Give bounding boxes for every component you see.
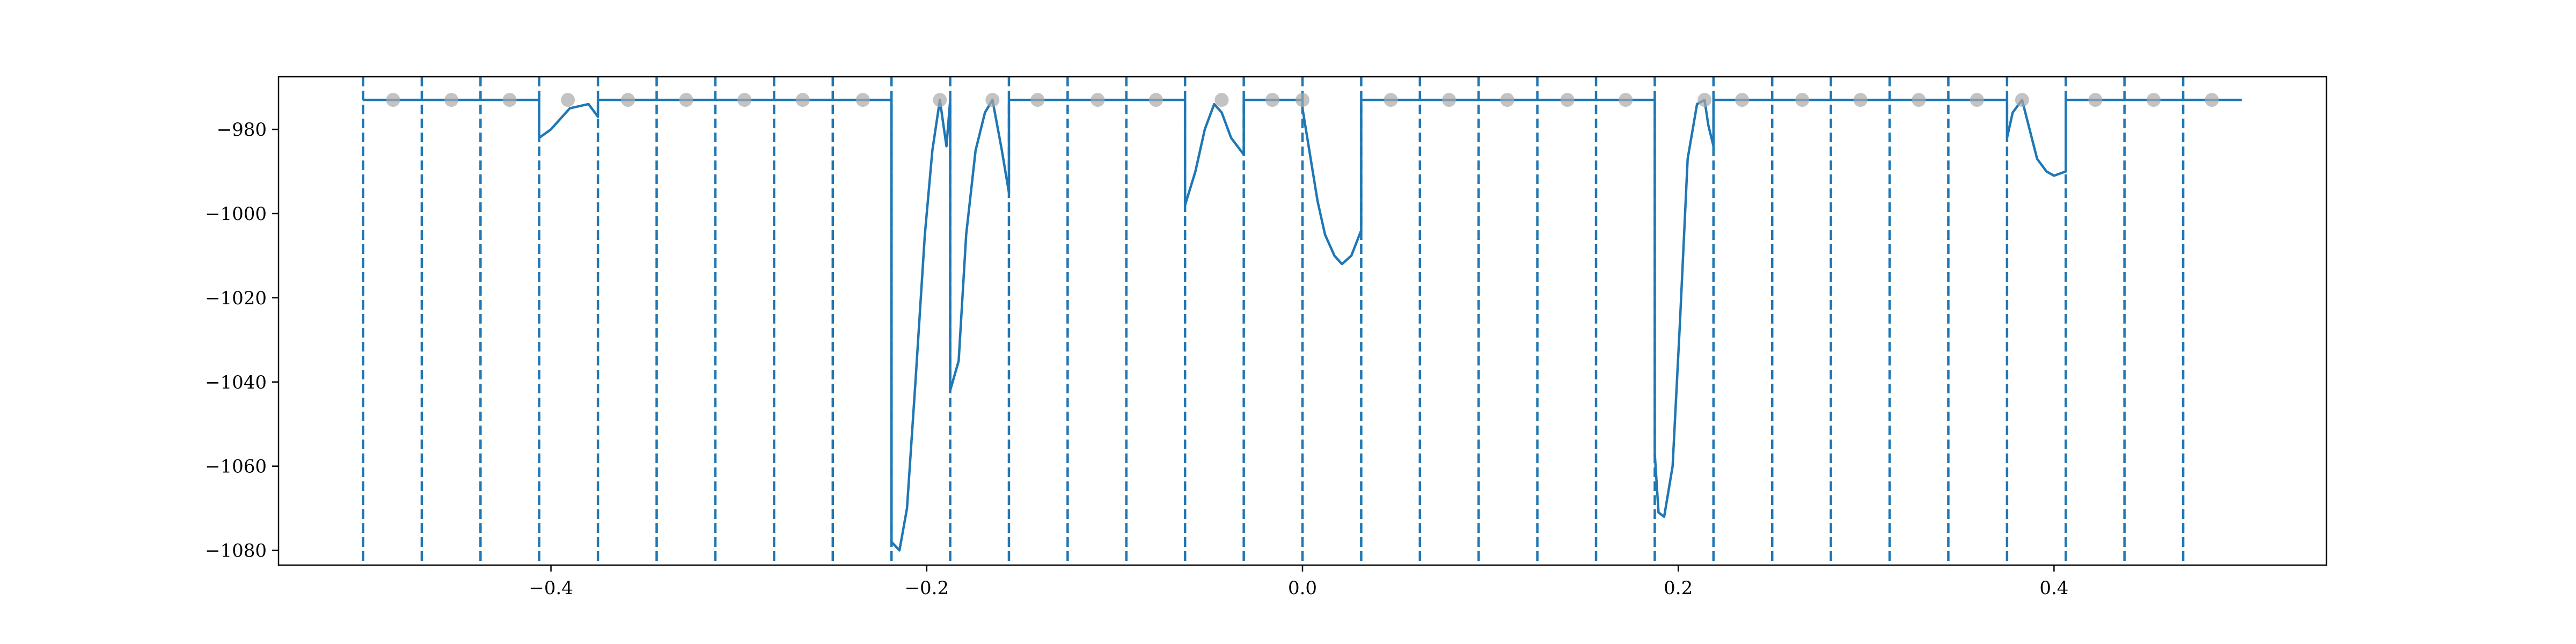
marker-point-1 xyxy=(444,93,459,107)
x-tick-label-1: −0.2 xyxy=(905,577,949,599)
marker-point-16 xyxy=(1296,93,1309,107)
marker-point-18 xyxy=(1442,93,1457,107)
marker-point-10 xyxy=(985,93,1000,107)
marker-point-29 xyxy=(2088,93,2103,107)
marker-point-21 xyxy=(1619,93,1633,107)
marker-point-15 xyxy=(1265,93,1279,107)
axes: −0.4 −0.2 0.0 0.2 0.4 −980 −1000 −1020 −1040 −106… xyxy=(205,76,2328,599)
y-tick-label-4: −1060 xyxy=(205,456,267,478)
x-tick-label-0: −0.4 xyxy=(529,577,573,599)
marker-point-28 xyxy=(2015,93,2029,107)
marker-point-14 xyxy=(1214,93,1229,107)
marker-point-6 xyxy=(737,93,752,107)
y-tick-label-2: −1020 xyxy=(205,288,267,309)
x-tick-label-3: 0.2 xyxy=(1664,577,1693,599)
marker-point-31 xyxy=(2205,93,2219,107)
x-tick-label-2: 0.0 xyxy=(1288,577,1317,599)
marker-point-25 xyxy=(1853,93,1868,107)
marker-point-27 xyxy=(1970,93,1984,107)
marker-point-3 xyxy=(561,93,575,107)
marker-point-8 xyxy=(855,93,870,107)
marker-point-13 xyxy=(1148,93,1163,107)
y-tick-label-5: −1080 xyxy=(205,540,267,562)
marker-point-5 xyxy=(679,93,693,107)
marker-point-9 xyxy=(933,93,947,107)
plot-content xyxy=(362,77,2242,565)
y-tick-label-0: −980 xyxy=(217,119,267,141)
y-tick-label-3: −1040 xyxy=(205,372,267,393)
series-line-0 xyxy=(363,98,2242,552)
marker-point-7 xyxy=(795,93,810,107)
marker-point-0 xyxy=(386,93,400,107)
marker-point-23 xyxy=(1735,93,1750,107)
marker-point-20 xyxy=(1560,93,1575,107)
plot-area xyxy=(362,77,2242,565)
y-tick-label-1: −1000 xyxy=(205,203,267,225)
marker-point-26 xyxy=(1912,93,1926,107)
marker-point-30 xyxy=(2146,93,2161,107)
marker-point-12 xyxy=(1091,93,1105,107)
marker-point-2 xyxy=(502,93,517,107)
x-tick-label-4: 0.4 xyxy=(2039,577,2068,599)
marker-point-17 xyxy=(1384,93,1398,107)
marker-point-19 xyxy=(1500,93,1514,107)
marker-point-11 xyxy=(1030,93,1045,107)
marker-point-24 xyxy=(1795,93,1810,107)
marker-point-4 xyxy=(621,93,635,107)
marker-point-22 xyxy=(1697,93,1712,107)
